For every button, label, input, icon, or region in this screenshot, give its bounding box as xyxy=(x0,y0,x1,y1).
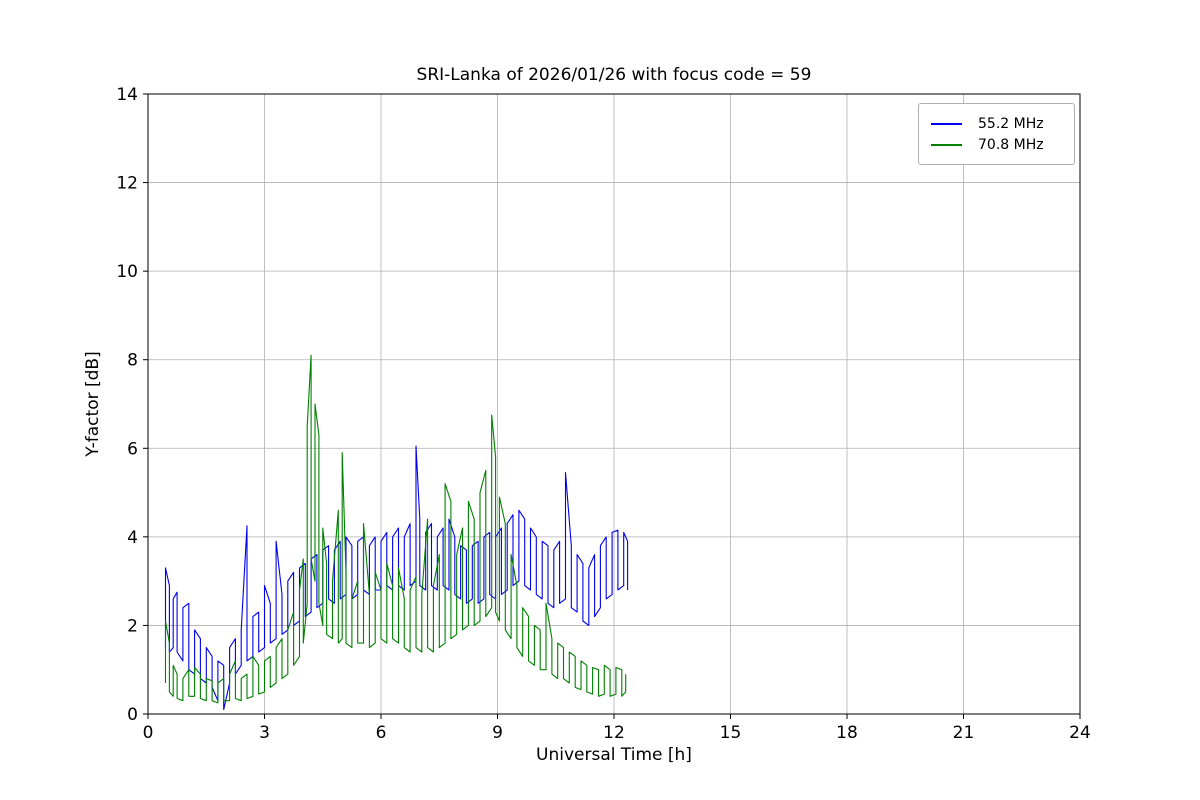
y-axis-label: Y-factor [dB] xyxy=(83,351,103,457)
y-tick-label: 8 xyxy=(127,351,138,371)
x-tick-label: 6 xyxy=(376,723,387,743)
legend-line-sample-blue xyxy=(931,122,962,125)
legend-entry-70-8mhz: 70.8 MHz xyxy=(931,134,1062,155)
y-tick-label: 0 xyxy=(127,705,138,725)
x-tick-label: 18 xyxy=(836,723,858,743)
x-tick-label: 24 xyxy=(1069,723,1091,743)
legend-line-sample-green xyxy=(931,143,962,146)
x-tick-label: 12 xyxy=(603,723,625,743)
x-axis-label: Universal Time [h] xyxy=(536,745,692,765)
legend-label: 70.8 MHz xyxy=(978,136,1044,153)
x-tick-label: 21 xyxy=(953,723,975,743)
x-tick-label: 9 xyxy=(492,723,503,743)
legend-entry-55-2mhz: 55.2 MHz xyxy=(931,113,1062,134)
y-tick-label: 4 xyxy=(127,528,138,548)
y-tick-label: 2 xyxy=(127,616,138,636)
y-tick-label: 12 xyxy=(116,174,138,194)
x-tick-label: 0 xyxy=(143,723,154,743)
legend: 55.2 MHz 70.8 MHz xyxy=(918,103,1075,165)
series-line-55-2mhz xyxy=(164,445,629,711)
legend-label: 55.2 MHz xyxy=(978,115,1044,132)
series-line-70-8mhz xyxy=(164,354,627,704)
x-tick-label: 3 xyxy=(259,723,270,743)
x-tick-label: 15 xyxy=(720,723,742,743)
y-tick-label: 6 xyxy=(127,439,138,459)
y-tick-label: 14 xyxy=(116,85,138,105)
y-tick-label: 10 xyxy=(116,262,138,282)
chart-title: SRI-Lanka of 2026/01/26 with focus code … xyxy=(416,65,812,85)
